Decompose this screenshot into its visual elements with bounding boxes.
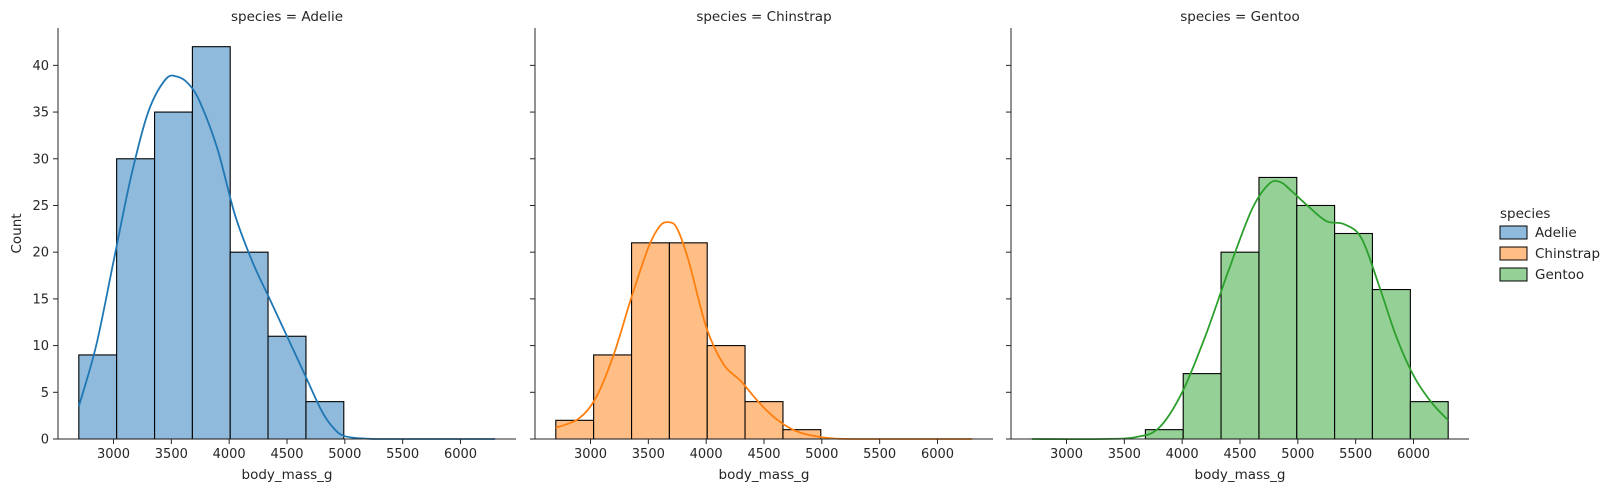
kde-curve [77, 74, 496, 440]
panel-title: species = Chinstrap [696, 9, 831, 25]
x-tick-label: 3000 [574, 447, 607, 462]
x-axis-label: body_mass_g [242, 467, 333, 483]
x-tick-label: 5500 [863, 447, 896, 462]
y-axis-label: Count [9, 213, 25, 253]
panel-title: species = Adelie [231, 9, 343, 25]
x-tick-label: 5500 [386, 447, 419, 462]
legend-label: Chinstrap [1535, 246, 1600, 262]
x-tick-label: 5000 [1281, 447, 1314, 462]
panel-1: 3000 3500 4000 4500 5000 5500 6000 0 5 10 15 20 25 30… [9, 9, 516, 483]
histogram-bar [78, 354, 118, 440]
histogram-bar [1334, 232, 1373, 440]
histogram-bar [191, 46, 231, 440]
x-tick-label: 3500 [155, 447, 188, 462]
legend: species Adelie Chinstrap Gentoo [1499, 206, 1600, 283]
legend-swatch [1499, 225, 1528, 240]
histogram-bars [78, 46, 345, 440]
histogram-bar [1182, 373, 1222, 440]
panel-3: 3000 3500 4000 4500 5000 5500 6000 species = Ge… [1006, 9, 1469, 483]
y-tick-label: 10 [32, 339, 49, 354]
histogram-bar [1371, 288, 1411, 440]
y-tick-label: 35 [32, 106, 49, 121]
histogram-bar [305, 401, 345, 440]
x-tick-label: 5500 [1339, 447, 1372, 462]
histogram-bar [154, 111, 193, 440]
histogram-bar [782, 429, 822, 440]
legend-title: species [1500, 206, 1550, 222]
x-tick-label: 3000 [1050, 447, 1083, 462]
legend-entry: Chinstrap [1499, 246, 1600, 262]
histogram-bar [1296, 204, 1336, 440]
histogram-bar [267, 335, 307, 440]
panel-2: 3000 3500 4000 4500 5000 5500 6000 species = Ch… [530, 9, 993, 483]
legend-entry: Gentoo [1499, 267, 1584, 283]
kde-curve [555, 221, 973, 440]
histogram-bar [631, 242, 670, 440]
x-tick-label: 5000 [328, 447, 361, 462]
x-tick-label: 6000 [444, 447, 477, 462]
histogram-bars [555, 242, 822, 440]
y-tick-label: 40 [32, 59, 49, 74]
x-tick-label: 3500 [1108, 447, 1141, 462]
legend-entry: Adelie [1499, 225, 1577, 241]
y-tick-label: 20 [32, 246, 49, 261]
y-tick-label: 25 [32, 199, 49, 214]
y-tick-label: 15 [32, 292, 49, 307]
x-tick-label: 4500 [747, 447, 780, 462]
x-tick-label: 4500 [1223, 447, 1256, 462]
y-tick-label: 30 [32, 152, 49, 167]
histogram-bar [668, 242, 708, 440]
histogram-bar [555, 419, 595, 440]
x-tick-label: 3500 [632, 447, 665, 462]
x-tick-label: 4000 [690, 447, 723, 462]
x-tick-label: 5000 [805, 447, 838, 462]
histogram-bar [1220, 251, 1260, 440]
panel-title: species = Gentoo [1180, 9, 1299, 25]
y-tick-label: 5 [41, 386, 49, 401]
x-tick-label: 6000 [921, 447, 954, 462]
kde-curve [1031, 179, 1449, 441]
histogram-bar [593, 354, 633, 440]
x-axis-label: body_mass_g [1195, 467, 1286, 483]
legend-swatch [1499, 246, 1528, 261]
legend-swatch [1499, 267, 1528, 282]
x-tick-label: 6000 [1397, 447, 1430, 462]
histogram-bar [706, 345, 746, 440]
histogram-bar [116, 158, 156, 440]
x-tick-label: 3000 [97, 447, 130, 462]
y-tick-label: 0 [41, 433, 49, 448]
histogram-bar [1409, 401, 1449, 440]
histogram-bars [1144, 176, 1449, 440]
x-tick-label: 4500 [270, 447, 303, 462]
legend-label: Adelie [1535, 225, 1577, 241]
legend-label: Gentoo [1535, 267, 1584, 283]
x-tick-label: 4000 [213, 447, 246, 462]
histogram-bar [1258, 176, 1298, 440]
x-axis-label: body_mass_g [719, 467, 810, 483]
x-tick-label: 4000 [1166, 447, 1199, 462]
histogram-bar [229, 251, 269, 440]
